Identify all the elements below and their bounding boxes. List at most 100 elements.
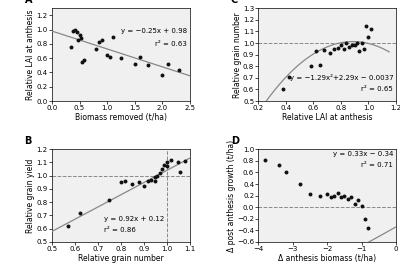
X-axis label: Biomass removed (t/ha): Biomass removed (t/ha) (75, 112, 167, 122)
Point (175, 160, 181, 165)
Point (96, 40, 102, 45)
Point (349, 43, 355, 48)
Point (109, 35, 116, 39)
Point (76, 211, 83, 215)
Point (365, 225, 372, 230)
Point (324, 192, 330, 197)
Point (355, 198, 361, 202)
Point (338, 195, 344, 199)
Point (356, 49, 362, 53)
Point (81, 57, 87, 62)
Text: y = 0.92x + 0.12: y = 0.92x + 0.12 (104, 216, 164, 222)
Point (362, 217, 368, 221)
Point (106, 54, 113, 59)
Point (122, 179, 128, 183)
Text: B: B (24, 136, 32, 145)
Point (68, 45, 74, 50)
X-axis label: Relative LAI at anthesis: Relative LAI at anthesis (282, 112, 372, 122)
Text: D: D (231, 136, 239, 145)
Text: r² = 0.65: r² = 0.65 (362, 86, 393, 92)
Point (345, 196, 351, 201)
Point (348, 195, 354, 199)
Point (283, 170, 289, 175)
Point (358, 204, 365, 208)
Point (327, 51, 333, 56)
Point (321, 48, 328, 52)
Point (334, 191, 341, 195)
Point (331, 193, 337, 198)
Point (307, 192, 313, 197)
Point (335, 45, 342, 50)
Point (98, 38, 105, 43)
Point (145, 63, 152, 68)
Point (148, 178, 154, 182)
Point (340, 47, 347, 51)
Point (308, 64, 314, 68)
Point (365, 35, 372, 39)
Point (368, 27, 374, 31)
Text: r² = 0.86: r² = 0.86 (104, 227, 136, 233)
Point (161, 163, 168, 167)
Point (276, 163, 282, 168)
Point (159, 167, 165, 171)
Point (164, 164, 170, 169)
Point (75, 38, 82, 43)
Point (104, 53, 110, 57)
Point (118, 180, 124, 185)
Point (140, 184, 147, 189)
Point (79, 60, 86, 64)
Text: y = −0.25x + 0.98: y = −0.25x + 0.98 (121, 28, 187, 34)
Point (331, 47, 337, 51)
Text: C: C (231, 0, 238, 5)
Point (93, 47, 99, 51)
Text: r² = 0.71: r² = 0.71 (361, 162, 393, 168)
X-axis label: Relative grain number: Relative grain number (78, 254, 164, 263)
Point (341, 193, 348, 198)
Text: y = −1.29x²+2.29x − 0.0037: y = −1.29x²+2.29x − 0.0037 (290, 74, 393, 81)
Point (164, 160, 170, 165)
Point (156, 171, 163, 175)
Point (159, 72, 165, 77)
Point (362, 23, 369, 28)
Y-axis label: Δ post anthesis growth (t/ha): Δ post anthesis growth (t/ha) (227, 139, 236, 252)
Point (65, 224, 71, 228)
Text: y = 0.33x − 0.34: y = 0.33x − 0.34 (333, 151, 393, 157)
Point (286, 75, 292, 79)
Point (152, 179, 158, 183)
X-axis label: Δ anthesis biomass (t/ha): Δ anthesis biomass (t/ha) (278, 254, 376, 263)
Point (338, 43, 344, 48)
Text: r² = 0.63: r² = 0.63 (155, 41, 187, 47)
Point (136, 180, 142, 185)
Point (354, 41, 361, 45)
Point (72, 28, 78, 32)
Point (343, 41, 350, 45)
Point (313, 49, 319, 53)
Point (74, 30, 80, 34)
Point (168, 158, 174, 162)
Point (346, 44, 352, 49)
Point (262, 158, 268, 162)
Point (152, 175, 158, 179)
Point (131, 62, 138, 66)
Y-axis label: Relative grain yield: Relative grain yield (26, 158, 35, 233)
Point (164, 62, 171, 66)
Point (70, 29, 76, 33)
Point (182, 159, 188, 163)
Text: y = 0.92x + 0.12: y = 0.92x + 0.12 (0, 274, 1, 275)
Point (328, 195, 334, 199)
Point (145, 179, 152, 183)
Text: A: A (24, 0, 32, 5)
Point (280, 87, 286, 92)
Text: r² = 0.86: r² = 0.86 (0, 274, 1, 275)
Point (358, 41, 365, 45)
Point (118, 56, 124, 60)
Y-axis label: Relative LAI at anthesis: Relative LAI at anthesis (26, 9, 35, 100)
Y-axis label: Relative grain number: Relative grain number (232, 12, 242, 98)
Point (296, 182, 303, 186)
Point (106, 197, 112, 202)
Point (154, 174, 161, 178)
Point (129, 182, 136, 186)
Point (361, 47, 368, 51)
Point (175, 68, 182, 73)
Point (352, 202, 358, 207)
